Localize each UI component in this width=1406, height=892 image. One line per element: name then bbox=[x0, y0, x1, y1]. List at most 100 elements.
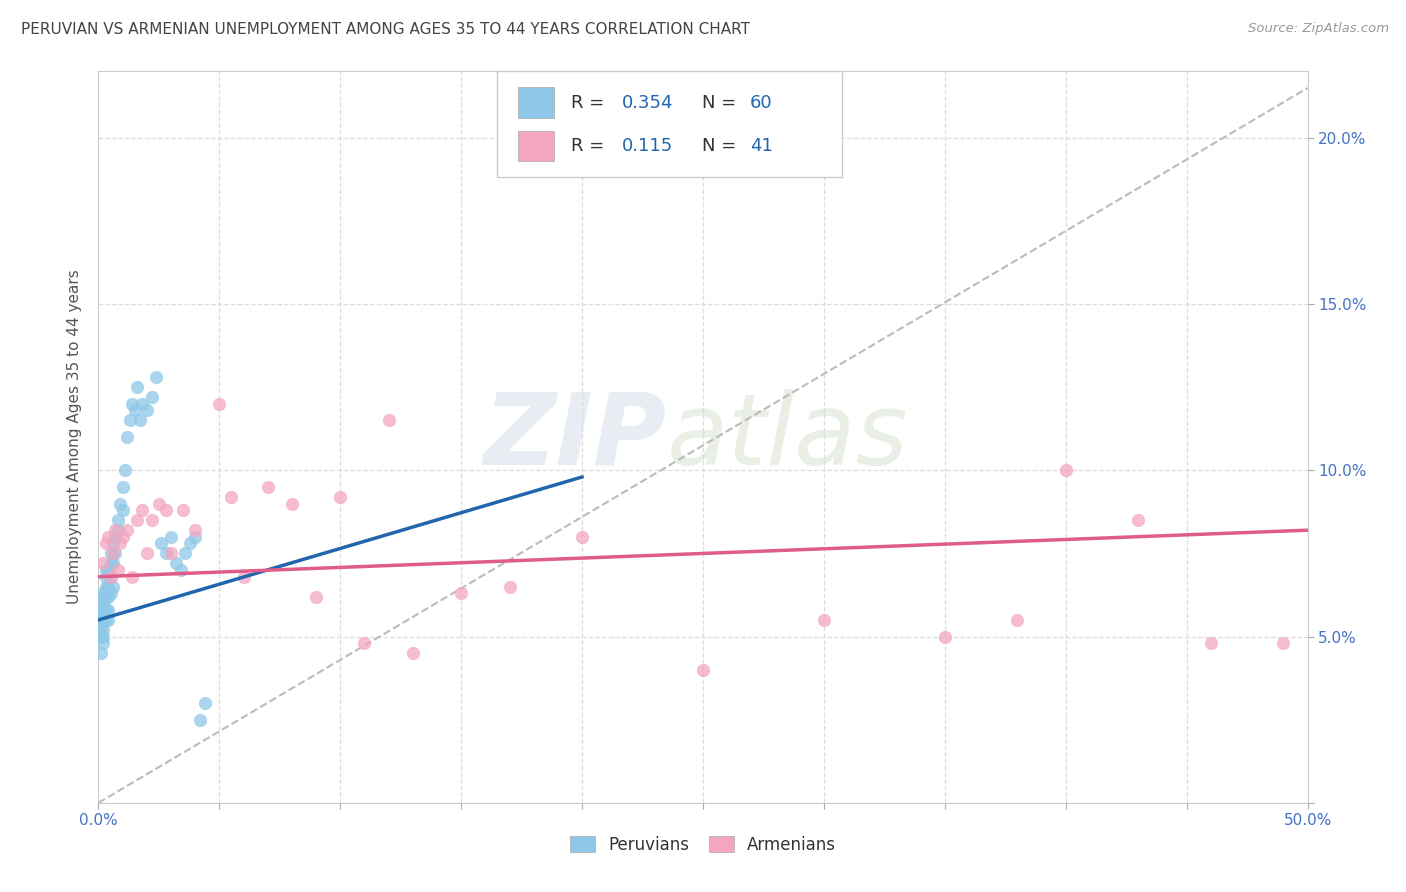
Point bbox=[94, 580, 117, 594]
Point bbox=[94, 603, 117, 617]
FancyBboxPatch shape bbox=[517, 130, 554, 161]
Point bbox=[155, 546, 177, 560]
Text: Source: ZipAtlas.com: Source: ZipAtlas.com bbox=[1249, 22, 1389, 36]
Point bbox=[305, 590, 328, 604]
Point bbox=[94, 570, 117, 584]
Point bbox=[100, 557, 122, 571]
Point bbox=[692, 663, 714, 677]
Point bbox=[131, 503, 153, 517]
Point bbox=[97, 580, 120, 594]
Point bbox=[174, 546, 197, 560]
Point bbox=[97, 530, 120, 544]
Point bbox=[1272, 636, 1295, 650]
Point bbox=[141, 390, 163, 404]
Point bbox=[97, 563, 120, 577]
Point bbox=[91, 630, 114, 644]
Point bbox=[934, 630, 956, 644]
Point bbox=[1054, 463, 1077, 477]
Point bbox=[117, 523, 139, 537]
Point bbox=[353, 636, 375, 650]
Point bbox=[169, 563, 191, 577]
Point bbox=[100, 586, 122, 600]
Point bbox=[402, 646, 425, 660]
Point bbox=[111, 480, 134, 494]
Text: 0.115: 0.115 bbox=[621, 137, 673, 155]
Point bbox=[114, 463, 136, 477]
Text: 60: 60 bbox=[751, 94, 773, 112]
Point bbox=[1199, 636, 1222, 650]
Point bbox=[160, 530, 183, 544]
Text: 0.354: 0.354 bbox=[621, 94, 673, 112]
Point bbox=[135, 546, 157, 560]
Point bbox=[450, 586, 472, 600]
Point bbox=[221, 490, 243, 504]
FancyBboxPatch shape bbox=[498, 71, 842, 178]
Point bbox=[97, 613, 120, 627]
Point bbox=[165, 557, 187, 571]
Point bbox=[91, 623, 114, 637]
Point bbox=[101, 557, 124, 571]
Point bbox=[91, 590, 114, 604]
Point bbox=[107, 523, 129, 537]
Point bbox=[100, 570, 122, 584]
Point bbox=[498, 580, 520, 594]
Point bbox=[91, 557, 114, 571]
Point bbox=[329, 490, 352, 504]
Point bbox=[172, 503, 194, 517]
Point bbox=[188, 713, 211, 727]
Point bbox=[101, 536, 124, 550]
Point bbox=[150, 536, 173, 550]
Point bbox=[117, 430, 139, 444]
Point bbox=[104, 523, 127, 537]
Point bbox=[232, 570, 254, 584]
Point bbox=[94, 536, 117, 550]
Point bbox=[148, 497, 170, 511]
Point bbox=[100, 570, 122, 584]
Point bbox=[179, 536, 201, 550]
Point bbox=[104, 530, 127, 544]
Point bbox=[101, 580, 124, 594]
Point bbox=[184, 530, 207, 544]
Point bbox=[107, 563, 129, 577]
Point bbox=[97, 603, 120, 617]
Point bbox=[90, 630, 112, 644]
Y-axis label: Unemployment Among Ages 35 to 44 years: Unemployment Among Ages 35 to 44 years bbox=[67, 269, 83, 605]
Point bbox=[281, 497, 304, 511]
Point bbox=[813, 613, 835, 627]
Point bbox=[94, 563, 117, 577]
Point bbox=[91, 603, 114, 617]
Point bbox=[108, 536, 131, 550]
Point bbox=[94, 590, 117, 604]
Point bbox=[94, 613, 117, 627]
Point bbox=[91, 607, 114, 621]
Point bbox=[160, 546, 183, 560]
Point bbox=[1128, 513, 1150, 527]
Point bbox=[124, 403, 146, 417]
Text: 41: 41 bbox=[751, 137, 773, 155]
Point bbox=[107, 513, 129, 527]
Point bbox=[377, 413, 399, 427]
Point bbox=[194, 696, 217, 710]
Point bbox=[121, 570, 143, 584]
Text: N =: N = bbox=[702, 137, 748, 155]
Point bbox=[91, 613, 114, 627]
Text: PERUVIAN VS ARMENIAN UNEMPLOYMENT AMONG AGES 35 TO 44 YEARS CORRELATION CHART: PERUVIAN VS ARMENIAN UNEMPLOYMENT AMONG … bbox=[21, 22, 749, 37]
Point bbox=[135, 403, 157, 417]
Point bbox=[91, 586, 114, 600]
Point bbox=[111, 503, 134, 517]
Point bbox=[100, 546, 122, 560]
Point bbox=[91, 596, 114, 610]
Text: R =: R = bbox=[571, 94, 610, 112]
Point bbox=[97, 590, 120, 604]
Point bbox=[90, 619, 112, 633]
FancyBboxPatch shape bbox=[517, 87, 554, 118]
Point bbox=[101, 546, 124, 560]
Text: ZIP: ZIP bbox=[484, 389, 666, 485]
Point bbox=[91, 636, 114, 650]
Point bbox=[256, 480, 278, 494]
Point bbox=[104, 546, 127, 560]
Text: atlas: atlas bbox=[666, 389, 908, 485]
Point bbox=[145, 370, 167, 384]
Point bbox=[90, 596, 112, 610]
Point bbox=[90, 646, 112, 660]
